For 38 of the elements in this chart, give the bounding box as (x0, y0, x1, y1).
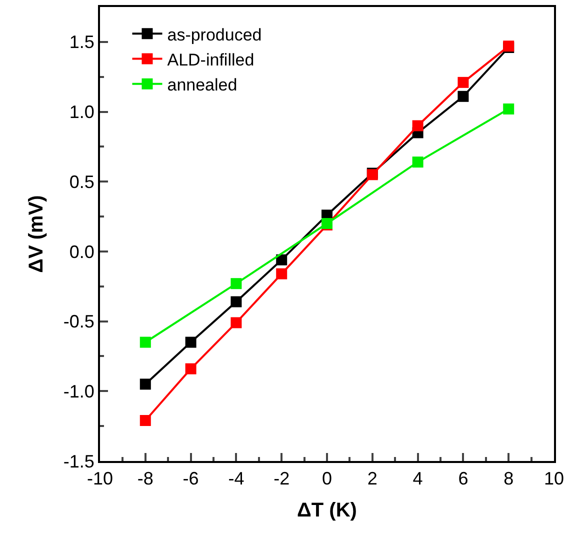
point (185, 336, 196, 348)
point (412, 156, 424, 168)
y-tick-label: 0.5 (69, 172, 94, 192)
x-tick-label: -8 (137, 468, 154, 489)
y-tick-label: -0.5 (63, 312, 94, 332)
y-axis-title: ΔV (mV) (25, 195, 48, 273)
x-tick-label: -4 (228, 468, 244, 489)
y-tick-label: -1.5 (63, 451, 94, 472)
y-tick-label: 1.5 (69, 32, 94, 52)
legend-label: annealed (167, 75, 238, 94)
point (230, 296, 242, 308)
point (185, 363, 196, 374)
x-tick-label: -10 (86, 468, 114, 489)
x-tick-label: 4 (412, 468, 423, 489)
point (140, 378, 151, 390)
point (458, 76, 469, 88)
x-tick-label: 10 (544, 468, 564, 489)
point (230, 278, 242, 290)
point (230, 317, 242, 328)
point (276, 254, 288, 266)
point (412, 120, 424, 132)
point (458, 90, 469, 102)
y-tick-label: 0.0 (69, 242, 94, 262)
x-tick-label: -6 (182, 468, 199, 489)
legend-label: ALD-infilled (167, 50, 254, 70)
point (140, 414, 151, 426)
x-tick-label: 2 (367, 468, 378, 489)
x-tick-label: -2 (274, 468, 290, 489)
point (276, 268, 288, 280)
y-tick-label: -1.0 (63, 381, 94, 402)
point (503, 103, 514, 114)
x-tick-label: 8 (504, 468, 514, 489)
legend-label: as-produced (167, 25, 262, 44)
y-tick-label: 1.0 (69, 102, 94, 122)
x-axis-title: ΔT (K) (297, 500, 357, 522)
point (140, 336, 151, 348)
x-tick-label: 6 (458, 468, 468, 489)
x-tick-label: 0 (322, 468, 332, 489)
